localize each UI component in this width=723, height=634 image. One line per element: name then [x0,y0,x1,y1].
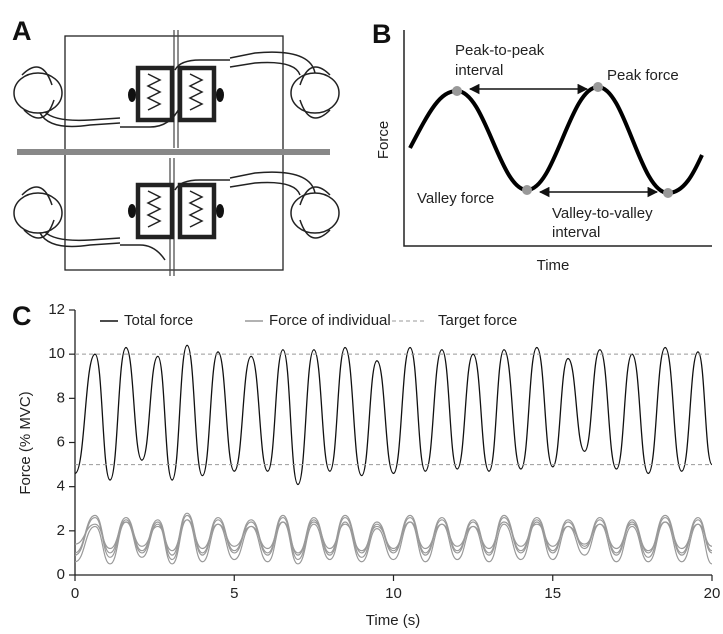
annotation: interval [552,224,600,241]
annotation: Peak force [607,67,679,84]
annotation: interval [455,62,503,79]
x-tick-label: 10 [385,585,402,602]
panel-c-chart: C Time (s) Force (% MVC) [12,301,420,629]
axis-label: Force [375,121,392,159]
individual-line [74,519,713,554]
panel-b-diagram: B Peak-to-peak interval Peak force Valle… [372,19,712,274]
panel-label: B [372,19,392,49]
y-tick-label: 2 [57,522,65,539]
y-tick-label: 10 [48,345,65,362]
x-tick-label: 0 [71,585,79,602]
y-tick-label: 12 [48,301,65,318]
legend-label: Total force [124,312,193,329]
y-axis-label: Force (% MVC) [17,391,34,494]
individual-line [74,512,713,556]
panel-label: C [12,301,32,331]
legend-label: Force of individual [269,312,391,329]
y-tick-label: 8 [57,389,65,406]
annotation: Valley force [417,190,494,207]
y-tick-label: 4 [57,478,65,495]
x-tick-label: 20 [704,585,721,602]
annotation: Valley-to-valley [552,205,653,222]
annotation: Peak-to-peak [455,42,545,59]
panel-a-diagram: A [12,16,340,276]
y-tick-label: 0 [57,566,65,583]
legend-label: Target force [438,312,517,329]
x-tick-label: 15 [544,585,561,602]
individual-line [74,519,713,565]
total-line [74,344,713,486]
y-tick-label: 6 [57,433,65,450]
x-tick-label: 5 [230,585,238,602]
x-axis-label: Time (s) [366,612,420,629]
panel-label: A [12,16,32,46]
axis-label: Time [537,257,570,274]
